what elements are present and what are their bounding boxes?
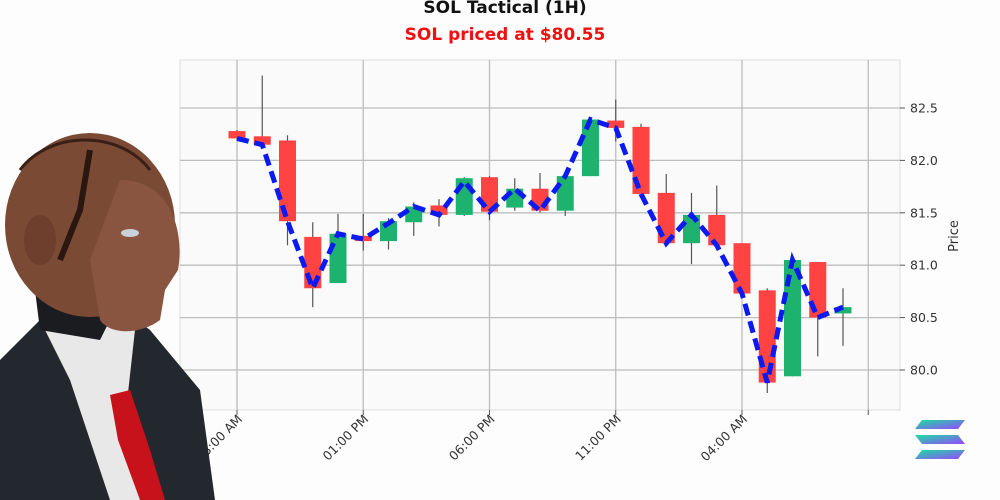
candle-down: [708, 214, 726, 246]
candle-up: [834, 307, 852, 314]
robot-businessman-illustration: [0, 133, 215, 500]
x-tick-label: 06:00 PM: [446, 412, 498, 464]
y-axis-label: Price: [947, 220, 962, 252]
candle-down: [279, 140, 296, 222]
plot-area: [179, 59, 901, 411]
x-axis: 08:00 AM 01:00 PM 06:00 PM 11:00 PM 04:00 AM: [193, 410, 869, 464]
candle-down: [607, 120, 625, 128]
close-price-line: [236, 116, 844, 384]
candle-down: [253, 136, 271, 145]
y-tick-label: 80.0: [910, 363, 938, 378]
candle-down: [758, 290, 776, 383]
solana-logo-icon: [915, 420, 965, 459]
y-tick-label: 81.5: [910, 205, 938, 220]
candle-up: [329, 233, 347, 284]
x-tick-label: 01:00 PM: [320, 412, 372, 464]
y-tick-label: 80.5: [910, 310, 938, 325]
candle-up: [455, 178, 473, 215]
x-tick-label: 04:00 AM: [698, 412, 751, 465]
candle-up: [582, 119, 599, 177]
x-tick-label: 11:00 PM: [572, 412, 624, 464]
chart-title: SOL Tactical (1H): [423, 0, 587, 18]
y-tick-label: 82.5: [910, 101, 938, 116]
y-axis: 80.0 80.5 81.0 81.5 82.0 82.5: [900, 101, 938, 378]
chart-subtitle: SOL priced at $80.55: [404, 25, 606, 45]
candle-up: [784, 259, 801, 377]
y-tick-label: 81.0: [910, 258, 938, 273]
y-tick-label: 82.0: [910, 153, 938, 168]
candle-down: [228, 131, 246, 139]
candle-down: [430, 205, 448, 215]
candle-up: [556, 176, 574, 211]
candle-down: [733, 243, 751, 294]
